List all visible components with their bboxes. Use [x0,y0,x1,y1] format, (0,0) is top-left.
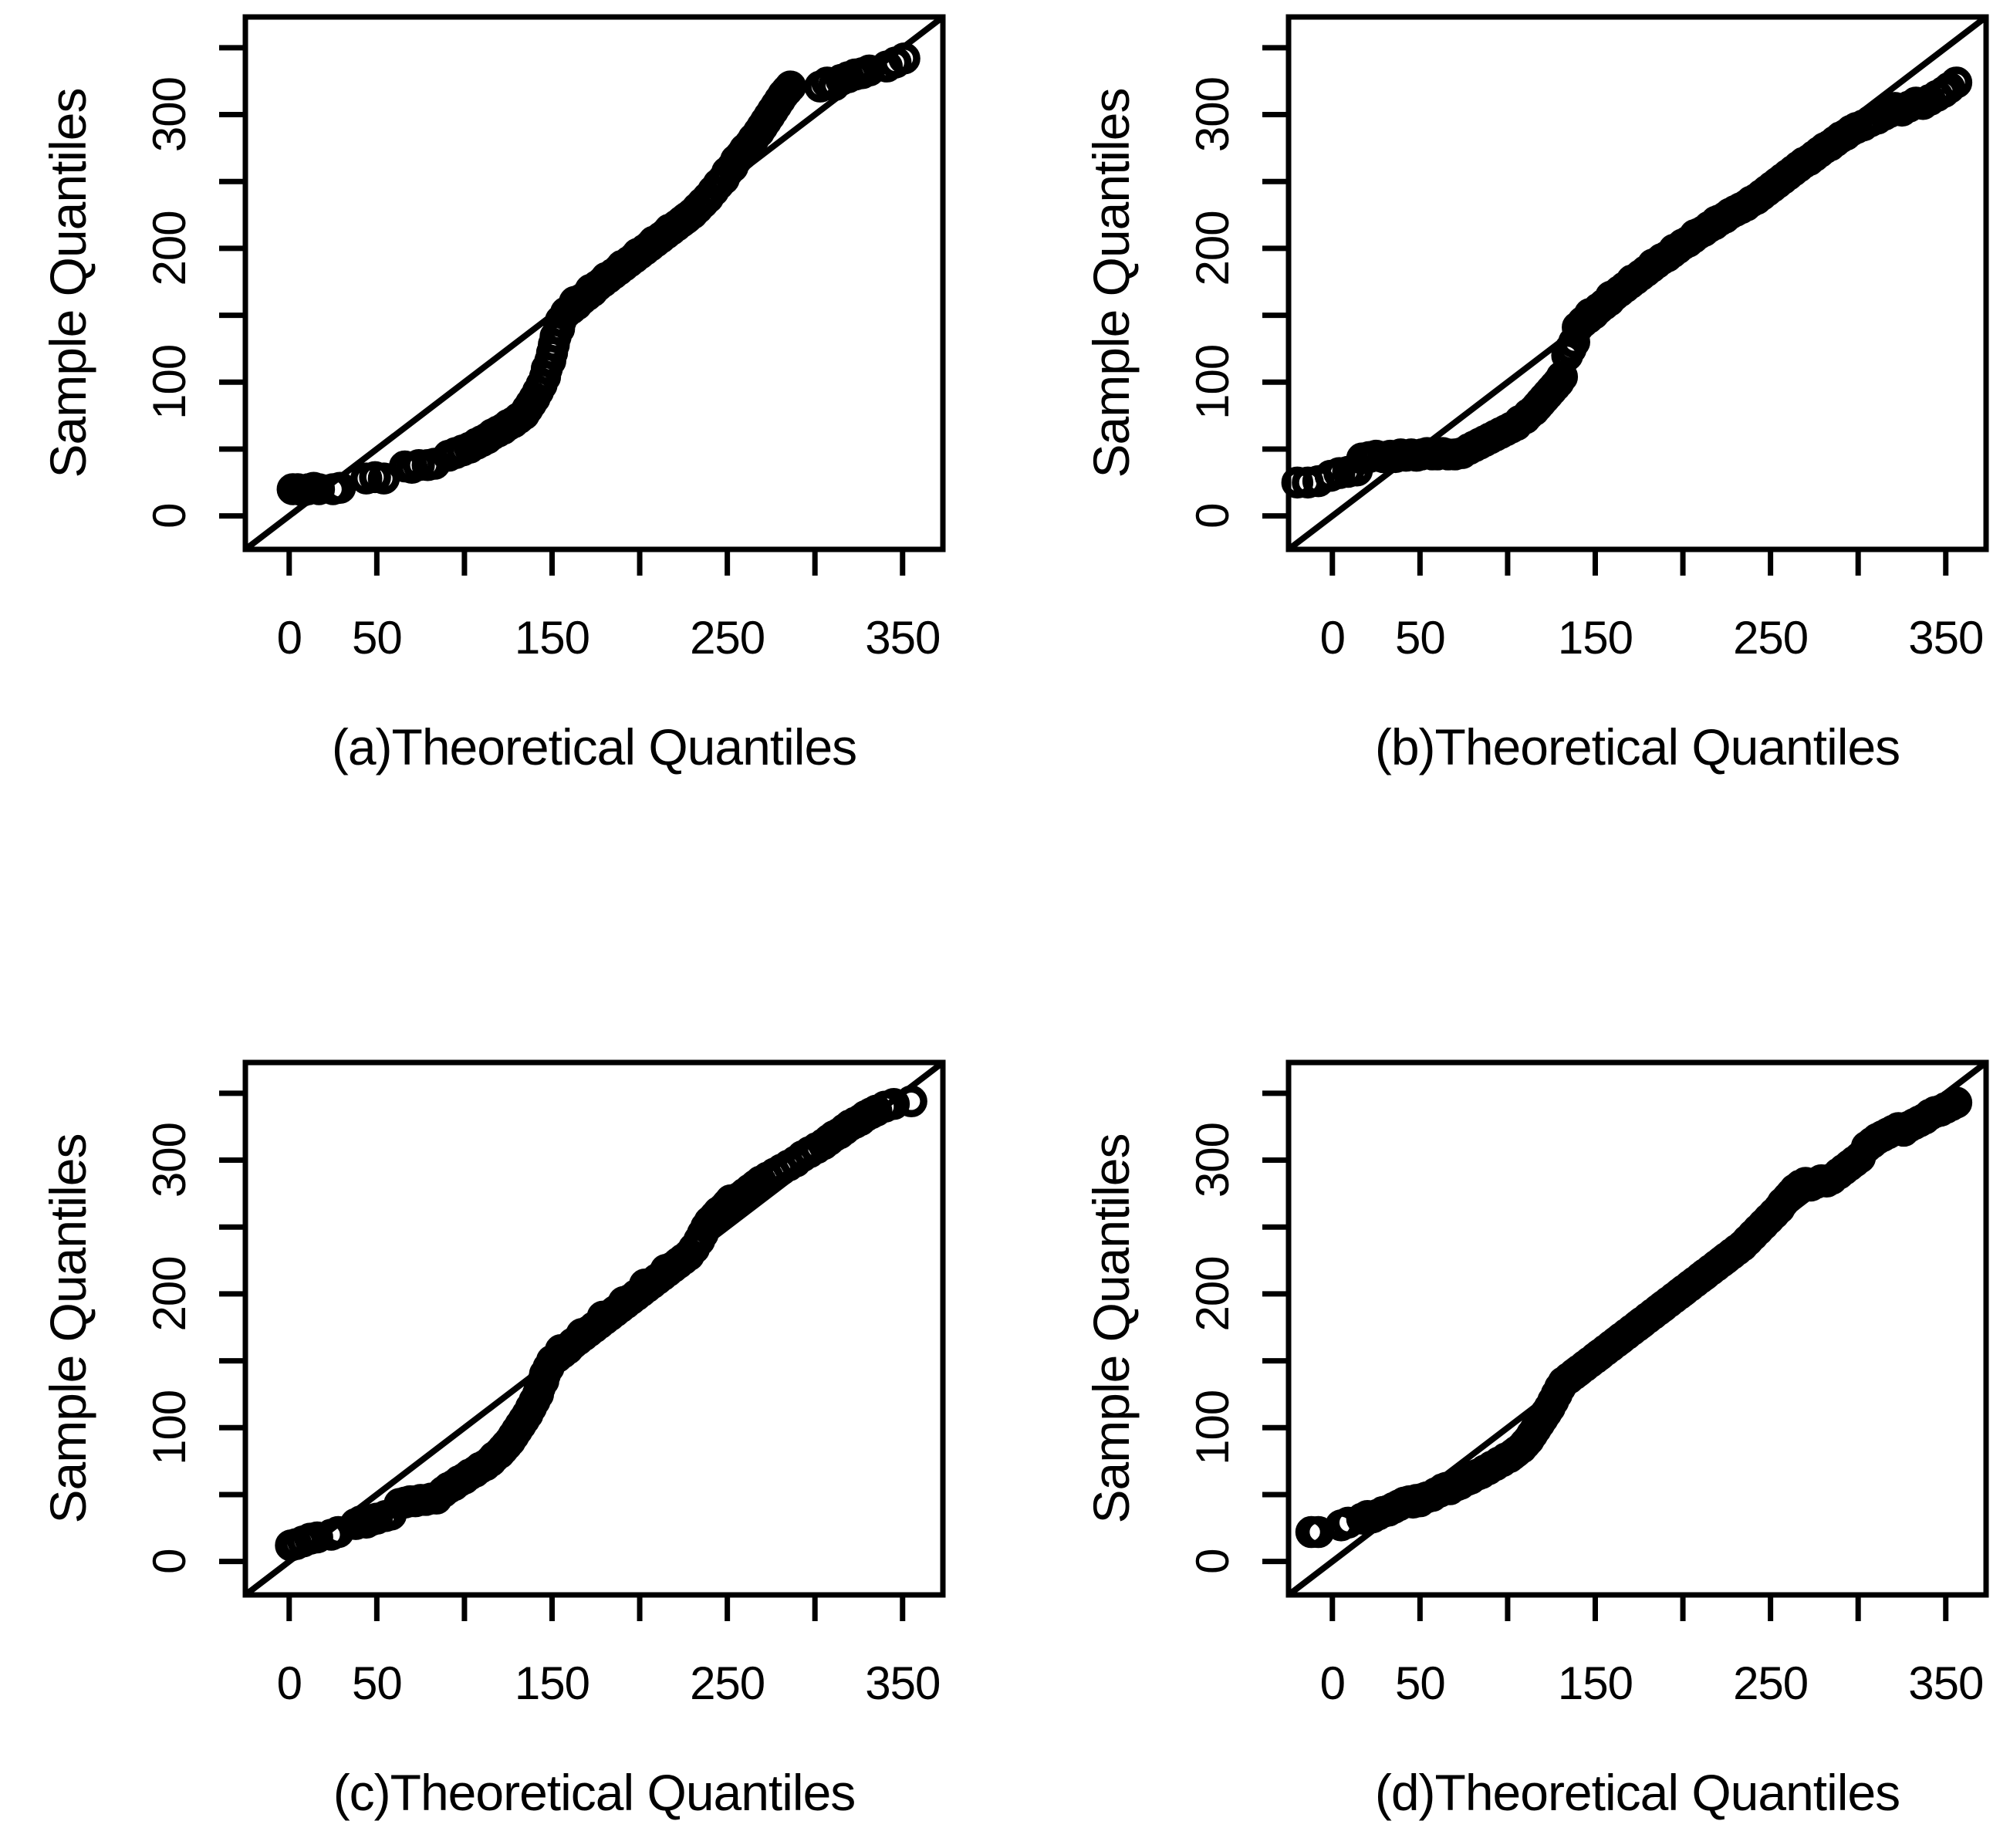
qq-plot-c: 0 50 150 250 350 0 100 200 300 [144,1059,946,1709]
y-tick-label: 200 [1187,211,1238,285]
x-tick-label: 350 [865,612,940,664]
y-tick-label: 300 [144,77,195,152]
data-point [1573,298,1606,330]
qq-plot-b: 0 50 150 250 350 0 100 200 300 [1187,14,1989,664]
x-tick-label: 350 [865,1657,940,1709]
qq-panel-c: 0 50 150 250 350 0 100 200 300 Sample Quantiles … [0,924,1005,1848]
data-point [1595,280,1627,313]
plot-box [1285,14,1989,552]
data-point [877,1087,910,1120]
y-axis-title: Sample Quantiles [39,88,96,478]
y-tick-label: 100 [1187,1390,1238,1465]
x-tick-label: 50 [1395,1657,1445,1709]
data-point [1616,264,1648,297]
x-tick-label: 50 [1395,612,1445,664]
x-tick-label: 150 [515,612,589,664]
plot-box [1285,1059,1989,1598]
data-point [1603,1323,1637,1356]
x-tick-label: 250 [1733,1657,1808,1709]
data-point [545,1333,577,1367]
data-point [1708,1243,1741,1275]
qq-plot-a: 0 50 150 250 350 0 100 200 300 [144,14,946,664]
x-tick-label: 0 [1320,612,1345,664]
x-axis-title: (a)Theoretical Quantiles [331,718,857,775]
data-point [566,1318,598,1350]
data-point [650,1253,682,1286]
data-point [1657,233,1691,266]
x-tick-label: 150 [1558,612,1633,664]
y-tick-label: 300 [1187,77,1238,152]
data-point [853,54,886,87]
y-tick-label: 100 [144,345,195,420]
data-point [895,1085,927,1118]
qq-panel-a: 0 50 150 250 350 0 100 200 300 Sample Quantiles … [0,0,1005,924]
x-tick-label: 250 [690,1657,765,1709]
x-tick-label: 350 [1908,1657,1983,1709]
plot-box [242,1059,946,1598]
x-tick-label: 250 [1733,612,1808,664]
data-point [1562,1355,1594,1388]
data-point [323,471,356,505]
data-point [1583,1339,1615,1372]
data-point [1637,248,1670,281]
y-tick-label: 200 [144,1256,195,1331]
x-axis-title: (d)Theoretical Quantiles [1374,1764,1900,1821]
data-point [888,42,921,75]
data-point [607,1285,640,1319]
data-point [1687,1258,1721,1292]
x-axis-title: (c)Theoretical Quantiles [333,1764,856,1821]
y-axis-title: Sample Quantiles [39,1133,96,1524]
plot-area: 0 50 150 250 350 0 100 200 300 [144,1059,946,1709]
data-point [1940,66,1973,99]
y-tick-label: 100 [1187,345,1238,420]
qq-panel-d: 0 50 150 250 350 0 100 200 300 Sample Quantiles … [1005,924,2010,1848]
x-tick-label: 150 [515,1657,589,1709]
data-point [629,1269,661,1301]
x-tick-label: 0 [1320,1657,1345,1709]
y-tick-label: 0 [1187,1549,1238,1573]
plot-box [242,14,946,552]
qq-panel-b: 0 50 150 250 350 0 100 200 300 Sample Quantiles … [1005,0,2010,924]
data-point [1624,1307,1657,1340]
data-point [774,70,807,103]
y-axis-title: Sample Quantiles [1083,1133,1140,1524]
qq-plot-d: 0 50 150 250 350 0 100 200 300 [1187,1059,1989,1709]
x-tick-label: 350 [1908,612,1983,664]
y-tick-label: 0 [1187,503,1238,528]
y-axis-title: Sample Quantiles [1083,88,1140,478]
data-point [586,1300,620,1333]
x-tick-label: 0 [277,1657,302,1709]
x-tick-label: 150 [1558,1657,1633,1709]
y-tick-label: 0 [144,1549,195,1573]
y-tick-label: 200 [1187,1256,1238,1331]
y-tick-label: 200 [144,211,195,285]
x-axis-title: (b)Theoretical Quantiles [1374,718,1900,775]
x-tick-label: 0 [277,612,302,664]
plot-area: 0 50 150 250 350 0 100 200 300 [144,14,946,664]
data-point [1667,1275,1699,1308]
x-tick-label: 50 [352,1657,402,1709]
data-point [1700,205,1732,238]
x-tick-label: 50 [352,612,402,664]
y-tick-label: 0 [144,503,195,528]
y-tick-label: 100 [144,1390,195,1465]
plot-area: 0 50 150 250 350 0 100 200 300 [1187,1059,1989,1709]
x-tick-label: 250 [690,612,765,664]
y-tick-label: 300 [1187,1123,1238,1198]
y-tick-label: 300 [144,1123,195,1198]
plot-area: 0 50 150 250 350 0 100 200 300 [1187,14,1989,664]
data-point [1940,1086,1973,1119]
data-point [1646,1291,1678,1324]
